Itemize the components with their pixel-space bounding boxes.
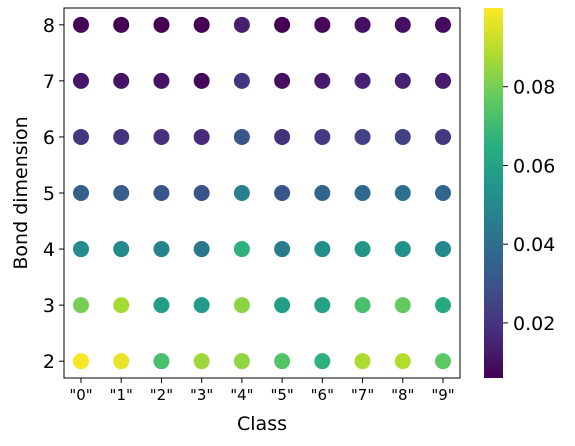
data-point: [354, 297, 371, 314]
data-point: [193, 128, 210, 145]
data-point: [314, 185, 331, 201]
y-axis: 2 3 4 5 6 7 8: [43, 15, 64, 373]
data-point: [354, 185, 371, 201]
data-point: [314, 353, 331, 370]
data-point: [73, 128, 89, 145]
data-point: [394, 241, 411, 258]
data-point: [153, 16, 170, 33]
x-axis: "0" "1" "2" "3" "4" "5" "6" "7" "8" "9": [69, 378, 455, 404]
colorbar-tick-label: 0.06: [513, 155, 555, 177]
colorbar-ticks: 0.02 0.04 0.06 0.08: [503, 77, 555, 335]
data-point: [435, 297, 451, 314]
data-point: [354, 16, 371, 33]
data-point: [394, 16, 411, 33]
data-point: [193, 297, 210, 314]
y-tick-label: 4: [43, 239, 55, 261]
scatter-points: [73, 16, 451, 370]
x-tick-label: "3": [190, 386, 213, 404]
data-point: [435, 185, 451, 201]
data-point: [354, 72, 371, 89]
data-point: [193, 353, 210, 370]
data-point: [73, 241, 89, 258]
data-point: [274, 297, 291, 314]
data-point: [113, 72, 130, 89]
data-point: [73, 185, 89, 201]
data-point: [314, 72, 331, 89]
x-tick-label: "0": [69, 386, 92, 404]
data-point: [113, 353, 130, 370]
data-point: [274, 185, 291, 201]
data-point: [193, 185, 210, 201]
data-point: [233, 241, 250, 258]
data-point: [193, 16, 210, 33]
data-point: [435, 16, 451, 33]
data-point: [394, 297, 411, 314]
x-tick-label: "9": [431, 386, 454, 404]
y-tick-label: 7: [43, 71, 55, 93]
data-point: [314, 241, 331, 258]
data-point: [73, 297, 89, 314]
y-axis-label: Bond dimension: [10, 116, 32, 269]
data-point: [354, 353, 371, 370]
data-point: [153, 241, 170, 258]
data-point: [193, 72, 210, 89]
data-point: [314, 297, 331, 314]
data-point: [153, 297, 170, 314]
y-tick-label: 6: [43, 127, 55, 149]
data-point: [435, 72, 451, 89]
x-tick-label: "2": [150, 386, 173, 404]
data-point: [394, 128, 411, 145]
data-point: [233, 72, 250, 89]
data-point: [394, 353, 411, 370]
data-point: [394, 185, 411, 201]
colorbar: [484, 8, 503, 378]
data-point: [274, 353, 291, 370]
data-point: [233, 353, 250, 370]
colorbar-tick-label: 0.08: [513, 77, 555, 99]
data-point: [274, 16, 291, 33]
data-point: [113, 297, 130, 314]
x-tick-label: "5": [270, 386, 293, 404]
x-tick-label: "6": [311, 386, 334, 404]
y-tick-label: 2: [43, 351, 55, 373]
data-point: [435, 241, 451, 258]
data-point: [193, 241, 210, 258]
x-tick-label: "4": [230, 386, 253, 404]
data-point: [153, 353, 170, 370]
x-tick-label: "7": [351, 386, 374, 404]
colorbar-tick-label: 0.04: [513, 234, 555, 256]
data-point: [233, 185, 250, 201]
x-tick-label: "8": [391, 386, 414, 404]
data-point: [233, 16, 250, 33]
data-point: [274, 72, 291, 89]
data-point: [233, 128, 250, 145]
data-point: [113, 16, 130, 33]
x-axis-label: Class: [237, 413, 287, 435]
data-point: [314, 128, 331, 145]
data-point: [73, 353, 89, 370]
data-point: [314, 16, 331, 33]
data-point: [274, 128, 291, 145]
x-tick-label: "1": [110, 386, 133, 404]
colorbar-tick-label: 0.02: [513, 313, 555, 335]
data-point: [394, 72, 411, 89]
data-point: [113, 241, 130, 258]
data-point: [113, 185, 130, 201]
data-point: [153, 72, 170, 89]
data-point: [73, 72, 89, 89]
data-point: [73, 16, 89, 33]
data-point: [354, 128, 371, 145]
data-point: [153, 185, 170, 201]
data-point: [153, 128, 170, 145]
data-point: [233, 297, 250, 314]
data-point: [435, 128, 451, 145]
y-tick-label: 8: [43, 15, 55, 37]
y-tick-label: 5: [43, 183, 55, 205]
data-point: [274, 241, 291, 258]
y-tick-label: 3: [43, 295, 55, 317]
data-point: [354, 241, 371, 258]
data-point: [113, 128, 130, 145]
data-point: [435, 353, 451, 370]
